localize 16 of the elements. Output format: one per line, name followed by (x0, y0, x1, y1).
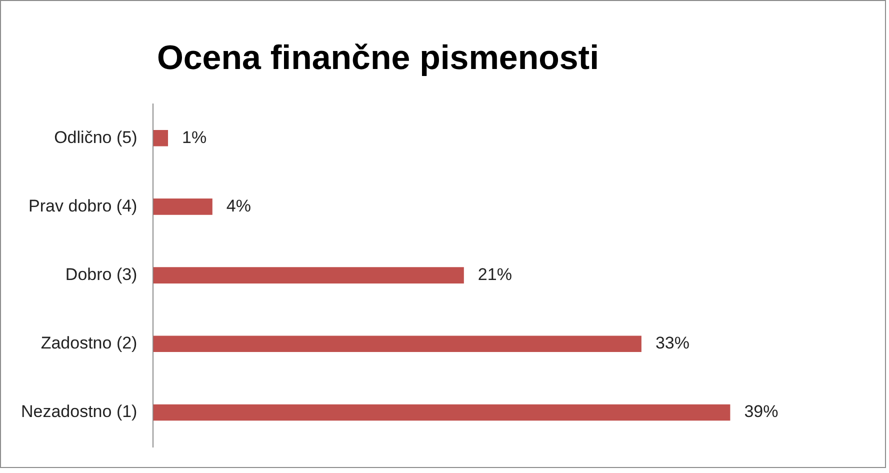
y-tick-label: Dobro (3) (65, 264, 138, 284)
bar (153, 404, 730, 421)
bar (153, 336, 642, 352)
y-tick-label: Prav dobro (4) (28, 196, 138, 216)
chart-title: Ocena finančne pismenosti (156, 38, 600, 77)
bar (153, 267, 464, 284)
data-label: 33% (655, 334, 690, 353)
data-label: 4% (226, 196, 251, 216)
bar (153, 130, 168, 146)
data-label: 1% (182, 128, 207, 147)
y-tick-label: Nezadostno (1) (20, 402, 138, 422)
y-tick-label: Odlično (5) (54, 128, 138, 147)
y-tick-label: Zadostno (2) (40, 334, 138, 353)
data-label: 39% (744, 402, 778, 422)
data-label: 21% (478, 264, 512, 284)
bar (153, 198, 212, 215)
